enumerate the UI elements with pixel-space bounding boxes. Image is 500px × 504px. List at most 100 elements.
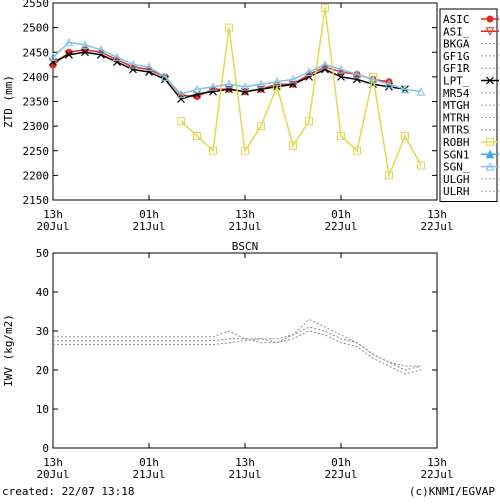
marker	[305, 72, 313, 81]
marker	[257, 122, 265, 131]
x-tick-label-line: 20Jul	[36, 220, 69, 233]
x-tick-label-line: 13h	[427, 456, 447, 469]
x-tick-label: 13h 22Jul	[420, 456, 453, 481]
y-tick-label: 2250	[23, 145, 50, 158]
y-tick-label: 2350	[23, 96, 50, 109]
marker	[257, 85, 265, 94]
legend-label: SGN_	[443, 161, 470, 174]
marker	[224, 79, 234, 89]
marker	[336, 64, 346, 74]
x-tick-label-line: 22Jul	[420, 220, 453, 233]
marker	[129, 65, 137, 74]
y-tick-label: 2300	[23, 120, 50, 133]
marker	[192, 84, 202, 94]
x-tick-label-line: 21Jul	[228, 468, 261, 481]
marker	[48, 52, 58, 62]
x-tick-label-line: 20Jul	[36, 468, 69, 481]
marker	[97, 50, 105, 59]
marker	[80, 40, 90, 49]
marker	[337, 72, 345, 81]
legend-label: ULGH	[443, 173, 470, 186]
marker	[272, 77, 282, 86]
marker	[160, 72, 170, 81]
marker	[486, 76, 494, 85]
x-tick-label-line: 22Jul	[324, 468, 357, 481]
marker	[368, 74, 378, 84]
marker	[177, 117, 185, 126]
marker	[486, 15, 494, 23]
series-line	[180, 7, 422, 179]
marker	[485, 149, 495, 159]
x-tick-label: 13h 22Jul	[420, 208, 453, 233]
y-axis-label: ZTD (mm)	[2, 75, 15, 128]
marker	[209, 146, 217, 155]
marker	[289, 141, 297, 150]
x-tick-label-line: 22Jul	[324, 220, 357, 233]
y-tick-label: 40	[36, 286, 49, 299]
legend-label: MTGH	[443, 99, 470, 112]
marker	[96, 45, 106, 54]
marker	[144, 62, 154, 72]
marker	[193, 131, 201, 140]
x-tick-label-line: 13h	[235, 456, 255, 469]
y-axis-label: IWV (kg/m2)	[2, 314, 15, 387]
legend-label: MTRS	[443, 124, 470, 137]
x-tick-label-line: 13h	[235, 208, 255, 221]
x-tick-label: 01h 22Jul	[324, 208, 357, 233]
y-tick-label: 0	[42, 442, 49, 455]
marker	[289, 80, 297, 89]
x-tick-label-line: 22Jul	[420, 468, 453, 481]
x-tick-label: 01h 21Jul	[132, 456, 165, 481]
y-tick-label: 2200	[23, 169, 50, 182]
marker	[193, 90, 201, 99]
credit: (c)KNMI/EGVAP	[409, 485, 495, 498]
legend-label: GF1R	[443, 62, 470, 75]
y-tick-label: 2550	[23, 0, 50, 10]
marker	[353, 146, 361, 155]
x-tick-label: 13h 20Jul	[36, 208, 69, 233]
plot-frame	[52, 252, 438, 449]
x-tick-label: 13h 20Jul	[36, 456, 69, 481]
legend-label: SGN1	[443, 148, 470, 161]
chart-title: BSCN	[232, 240, 259, 253]
marker	[208, 82, 218, 91]
y-tick-label: 2150	[23, 194, 50, 207]
marker	[369, 72, 377, 81]
marker	[385, 171, 393, 180]
x-tick-label: 13h 21Jul	[228, 456, 261, 481]
marker	[256, 79, 266, 89]
marker	[320, 59, 330, 69]
x-tick-label: 01h 22Jul	[324, 456, 357, 481]
y-tick-label: 50	[36, 247, 49, 260]
marker	[128, 59, 138, 69]
x-tick-label-line: 01h	[139, 208, 159, 221]
marker	[417, 161, 425, 170]
x-tick-label-line: 01h	[331, 456, 351, 469]
marker	[401, 131, 409, 140]
marker	[321, 3, 329, 12]
marker	[177, 95, 185, 103]
marker	[305, 117, 313, 126]
legend-label: BKGA	[443, 38, 470, 51]
marker	[49, 58, 57, 67]
x-tick-label-line: 21Jul	[132, 220, 165, 233]
marker	[273, 82, 281, 91]
x-tick-label-line: 13h	[427, 208, 447, 221]
marker	[400, 84, 410, 94]
y-tick-label: 2500	[23, 22, 50, 35]
marker	[337, 131, 345, 140]
marker	[64, 37, 74, 47]
marker	[352, 69, 362, 79]
legend-label: MR54	[443, 87, 470, 100]
legend-label: ASI_	[443, 25, 470, 38]
x-tick-label: 13h 21Jul	[228, 208, 261, 233]
marker	[145, 68, 153, 76]
marker	[384, 79, 394, 89]
legend-label: MTRH	[443, 111, 470, 124]
marker	[241, 87, 249, 96]
marker	[485, 27, 495, 36]
marker	[113, 58, 121, 67]
plot-frame	[52, 2, 438, 201]
marker	[486, 138, 494, 146]
